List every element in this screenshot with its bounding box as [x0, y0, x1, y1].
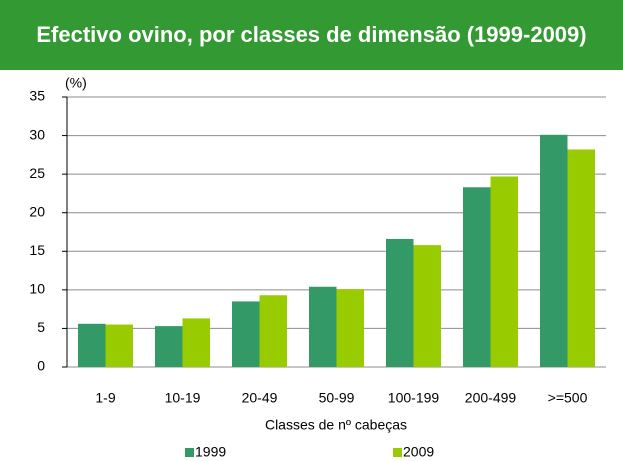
- bar: [413, 245, 441, 367]
- y-tick-label: 0: [37, 358, 45, 374]
- bar: [490, 176, 518, 367]
- y-tick-label: 15: [29, 242, 45, 258]
- x-tick-label: 20-49: [242, 390, 278, 406]
- legend-swatch: [185, 448, 194, 457]
- y-axis-label: (%): [65, 75, 87, 91]
- x-tick-label: 1-9: [95, 390, 115, 406]
- bar: [182, 318, 210, 367]
- legend-swatch: [393, 448, 402, 457]
- bar: [105, 324, 133, 367]
- x-tick-label: >=500: [548, 390, 588, 406]
- y-tick-label: 20: [29, 203, 45, 219]
- x-tick-label: 200-499: [465, 390, 517, 406]
- x-axis-label: Classes de nº cabeças: [265, 417, 407, 433]
- bar: [386, 238, 414, 367]
- y-tick-label: 30: [29, 126, 45, 142]
- bar: [336, 289, 364, 367]
- bar: [78, 323, 106, 367]
- bar: [309, 286, 337, 367]
- legend-label: 2009: [403, 444, 434, 460]
- y-tick-label: 5: [37, 319, 45, 335]
- bar: [259, 295, 287, 367]
- chart-title: Efectivo ovino, por classes de dimensão …: [36, 22, 587, 47]
- title-banner: Efectivo ovino, por classes de dimensão …: [0, 0, 623, 70]
- bar: [567, 149, 595, 367]
- legend-label: 1999: [195, 444, 226, 460]
- bar: [155, 326, 183, 367]
- x-tick-label: 50-99: [319, 390, 355, 406]
- y-tick-label: 25: [29, 165, 45, 181]
- y-tick-label: 35: [29, 88, 45, 104]
- y-tick-label: 10: [29, 281, 45, 297]
- bar: [540, 134, 568, 367]
- x-tick-label: 100-199: [388, 390, 440, 406]
- bar: [232, 301, 260, 367]
- x-tick-label: 10-19: [165, 390, 201, 406]
- bar: [463, 187, 491, 367]
